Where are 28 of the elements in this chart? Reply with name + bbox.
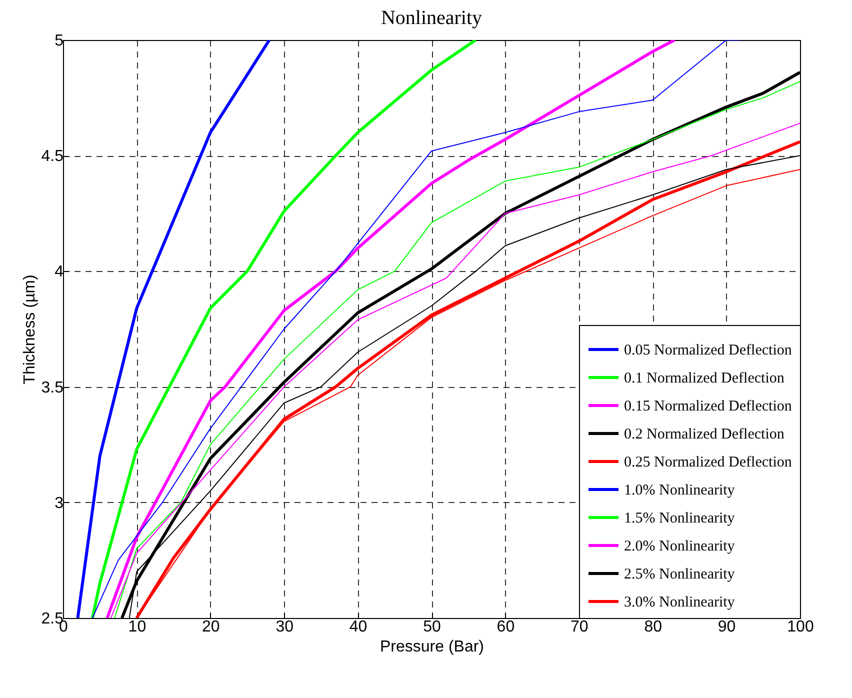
legend-label: 0.2 Normalized Deflection bbox=[624, 426, 785, 442]
x-tick-label: 60 bbox=[496, 618, 515, 636]
x-tick-label: 80 bbox=[644, 618, 662, 636]
x-tick-label: 100 bbox=[787, 618, 814, 636]
legend-label: 1.0% Nonlinearity bbox=[624, 482, 736, 498]
legend-label: 2.0% Nonlinearity bbox=[624, 538, 736, 554]
x-tick-label: 40 bbox=[349, 618, 368, 636]
y-tick-label: 3.5 bbox=[41, 379, 64, 396]
legend-label: 1.5% Nonlinearity bbox=[624, 510, 736, 526]
x-tick-label: 10 bbox=[128, 618, 146, 636]
x-tick-label: 50 bbox=[423, 618, 441, 636]
legend-label: 0.15 Normalized Deflection bbox=[624, 398, 792, 414]
legend-label: 0.25 Normalized Deflection bbox=[624, 454, 792, 470]
y-tick-label: 4 bbox=[54, 264, 64, 281]
x-axis-title: Pressure (Bar) bbox=[380, 638, 484, 656]
y-tick-label: 5 bbox=[54, 32, 64, 50]
chart-title: Nonlinearity bbox=[380, 7, 482, 29]
x-tick-label: 30 bbox=[276, 618, 294, 636]
y-tick-label: 3 bbox=[54, 494, 64, 512]
legend-label: 0.05 Normalized Deflection bbox=[624, 342, 792, 358]
y-axis-title: Thickness (µm) bbox=[21, 274, 38, 384]
y-tick-label: 4.5 bbox=[41, 148, 64, 166]
legend-label: 3.0% Nonlinearity bbox=[624, 594, 736, 610]
x-tick-label: 20 bbox=[202, 618, 220, 636]
x-tick-label: 90 bbox=[718, 618, 736, 636]
legend-label: 0.1 Normalized Deflection bbox=[624, 370, 785, 386]
legend-label: 2.5% Nonlinearity bbox=[624, 566, 736, 582]
x-tick-label: 70 bbox=[570, 618, 588, 636]
